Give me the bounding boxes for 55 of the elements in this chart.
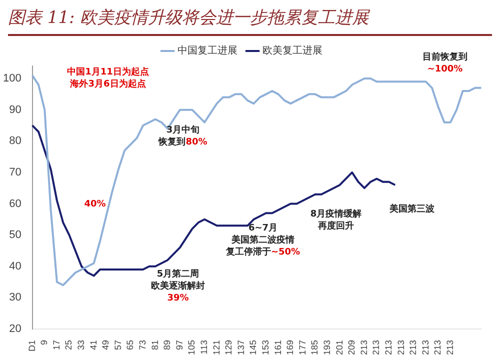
x-tick-label: 113	[199, 340, 209, 354]
legend-label: 欧美复工进展	[262, 44, 322, 57]
x-tick-label: 193	[322, 340, 332, 356]
x-tick-label: 161	[272, 340, 283, 356]
y-tick-label: 100	[2, 72, 22, 85]
x-tick-label: 213	[371, 340, 382, 356]
x-tick-label: 121	[211, 340, 222, 356]
x-tick-label: 185	[310, 340, 320, 356]
x-tick-label: 213	[383, 340, 394, 356]
x-tick-label: 9	[39, 340, 50, 345]
x-tick-label: 137	[236, 340, 246, 356]
x-tick-label: D1	[26, 340, 37, 352]
x-tick-label: 57	[112, 340, 123, 350]
chart-title: 图表 11: 欧美疫情升级将会进一步拖累复工进展	[8, 6, 370, 28]
x-tick-label: 177	[297, 340, 308, 356]
x-tick-label: 213	[444, 340, 455, 356]
annotation: 6~7月美国第二波疫情复工停滞于~50%	[224, 222, 300, 258]
x-tick-label: 201	[334, 340, 344, 356]
x-tick-label: 65	[125, 340, 136, 350]
legend-label: 中国复工进展	[178, 44, 238, 57]
x-tick-label: 89	[162, 340, 172, 350]
x-tick-label: 33	[76, 340, 86, 350]
annotation: 目前恢复到~100%	[422, 51, 468, 74]
x-tick-label: 81	[150, 340, 160, 350]
x-tick-label: 153	[260, 340, 270, 356]
x-tick-label: 169	[285, 340, 296, 356]
annotation: 5月第二周欧美逐渐解封39%	[151, 268, 205, 304]
y-tick-label: 30	[9, 292, 22, 304]
y-tick-label: 40	[9, 260, 22, 272]
y-tick-label: 90	[9, 104, 22, 116]
x-tick-label: 105	[186, 340, 197, 356]
x-tick-label: 213	[408, 340, 418, 356]
y-tick-label: 80	[9, 135, 22, 148]
x-tick-label: 97	[174, 340, 184, 350]
y-tick-label: 70	[9, 166, 22, 178]
x-tick-label: 41	[88, 340, 98, 350]
y-tick-label: 60	[9, 198, 22, 210]
y-tick-label: 20	[9, 323, 22, 336]
annotation: 中国1月11日为起点海外3月6日为起点	[67, 66, 149, 90]
annotation: 8月疫情缓解再度回升	[310, 208, 362, 232]
x-tick-label: 25	[64, 340, 74, 350]
annotation: 美国第三波	[388, 203, 436, 214]
x-tick-label: 213	[396, 340, 406, 356]
annotation: 40%	[84, 199, 106, 210]
x-tick-label: 49	[100, 340, 111, 350]
x-tick-label: 73	[138, 340, 148, 350]
x-tick-label: 209	[346, 340, 357, 356]
x-tick-label: 145	[248, 340, 258, 356]
y-tick-label: 50	[9, 229, 22, 242]
x-tick-label: 213	[432, 340, 443, 356]
x-tick-label: 129	[224, 340, 234, 356]
x-tick-label: 17	[51, 340, 62, 350]
x-tick-label: 213	[358, 340, 369, 356]
x-tick-label: 213	[420, 340, 430, 356]
annotation: 3月中旬恢复到80%	[158, 124, 208, 148]
